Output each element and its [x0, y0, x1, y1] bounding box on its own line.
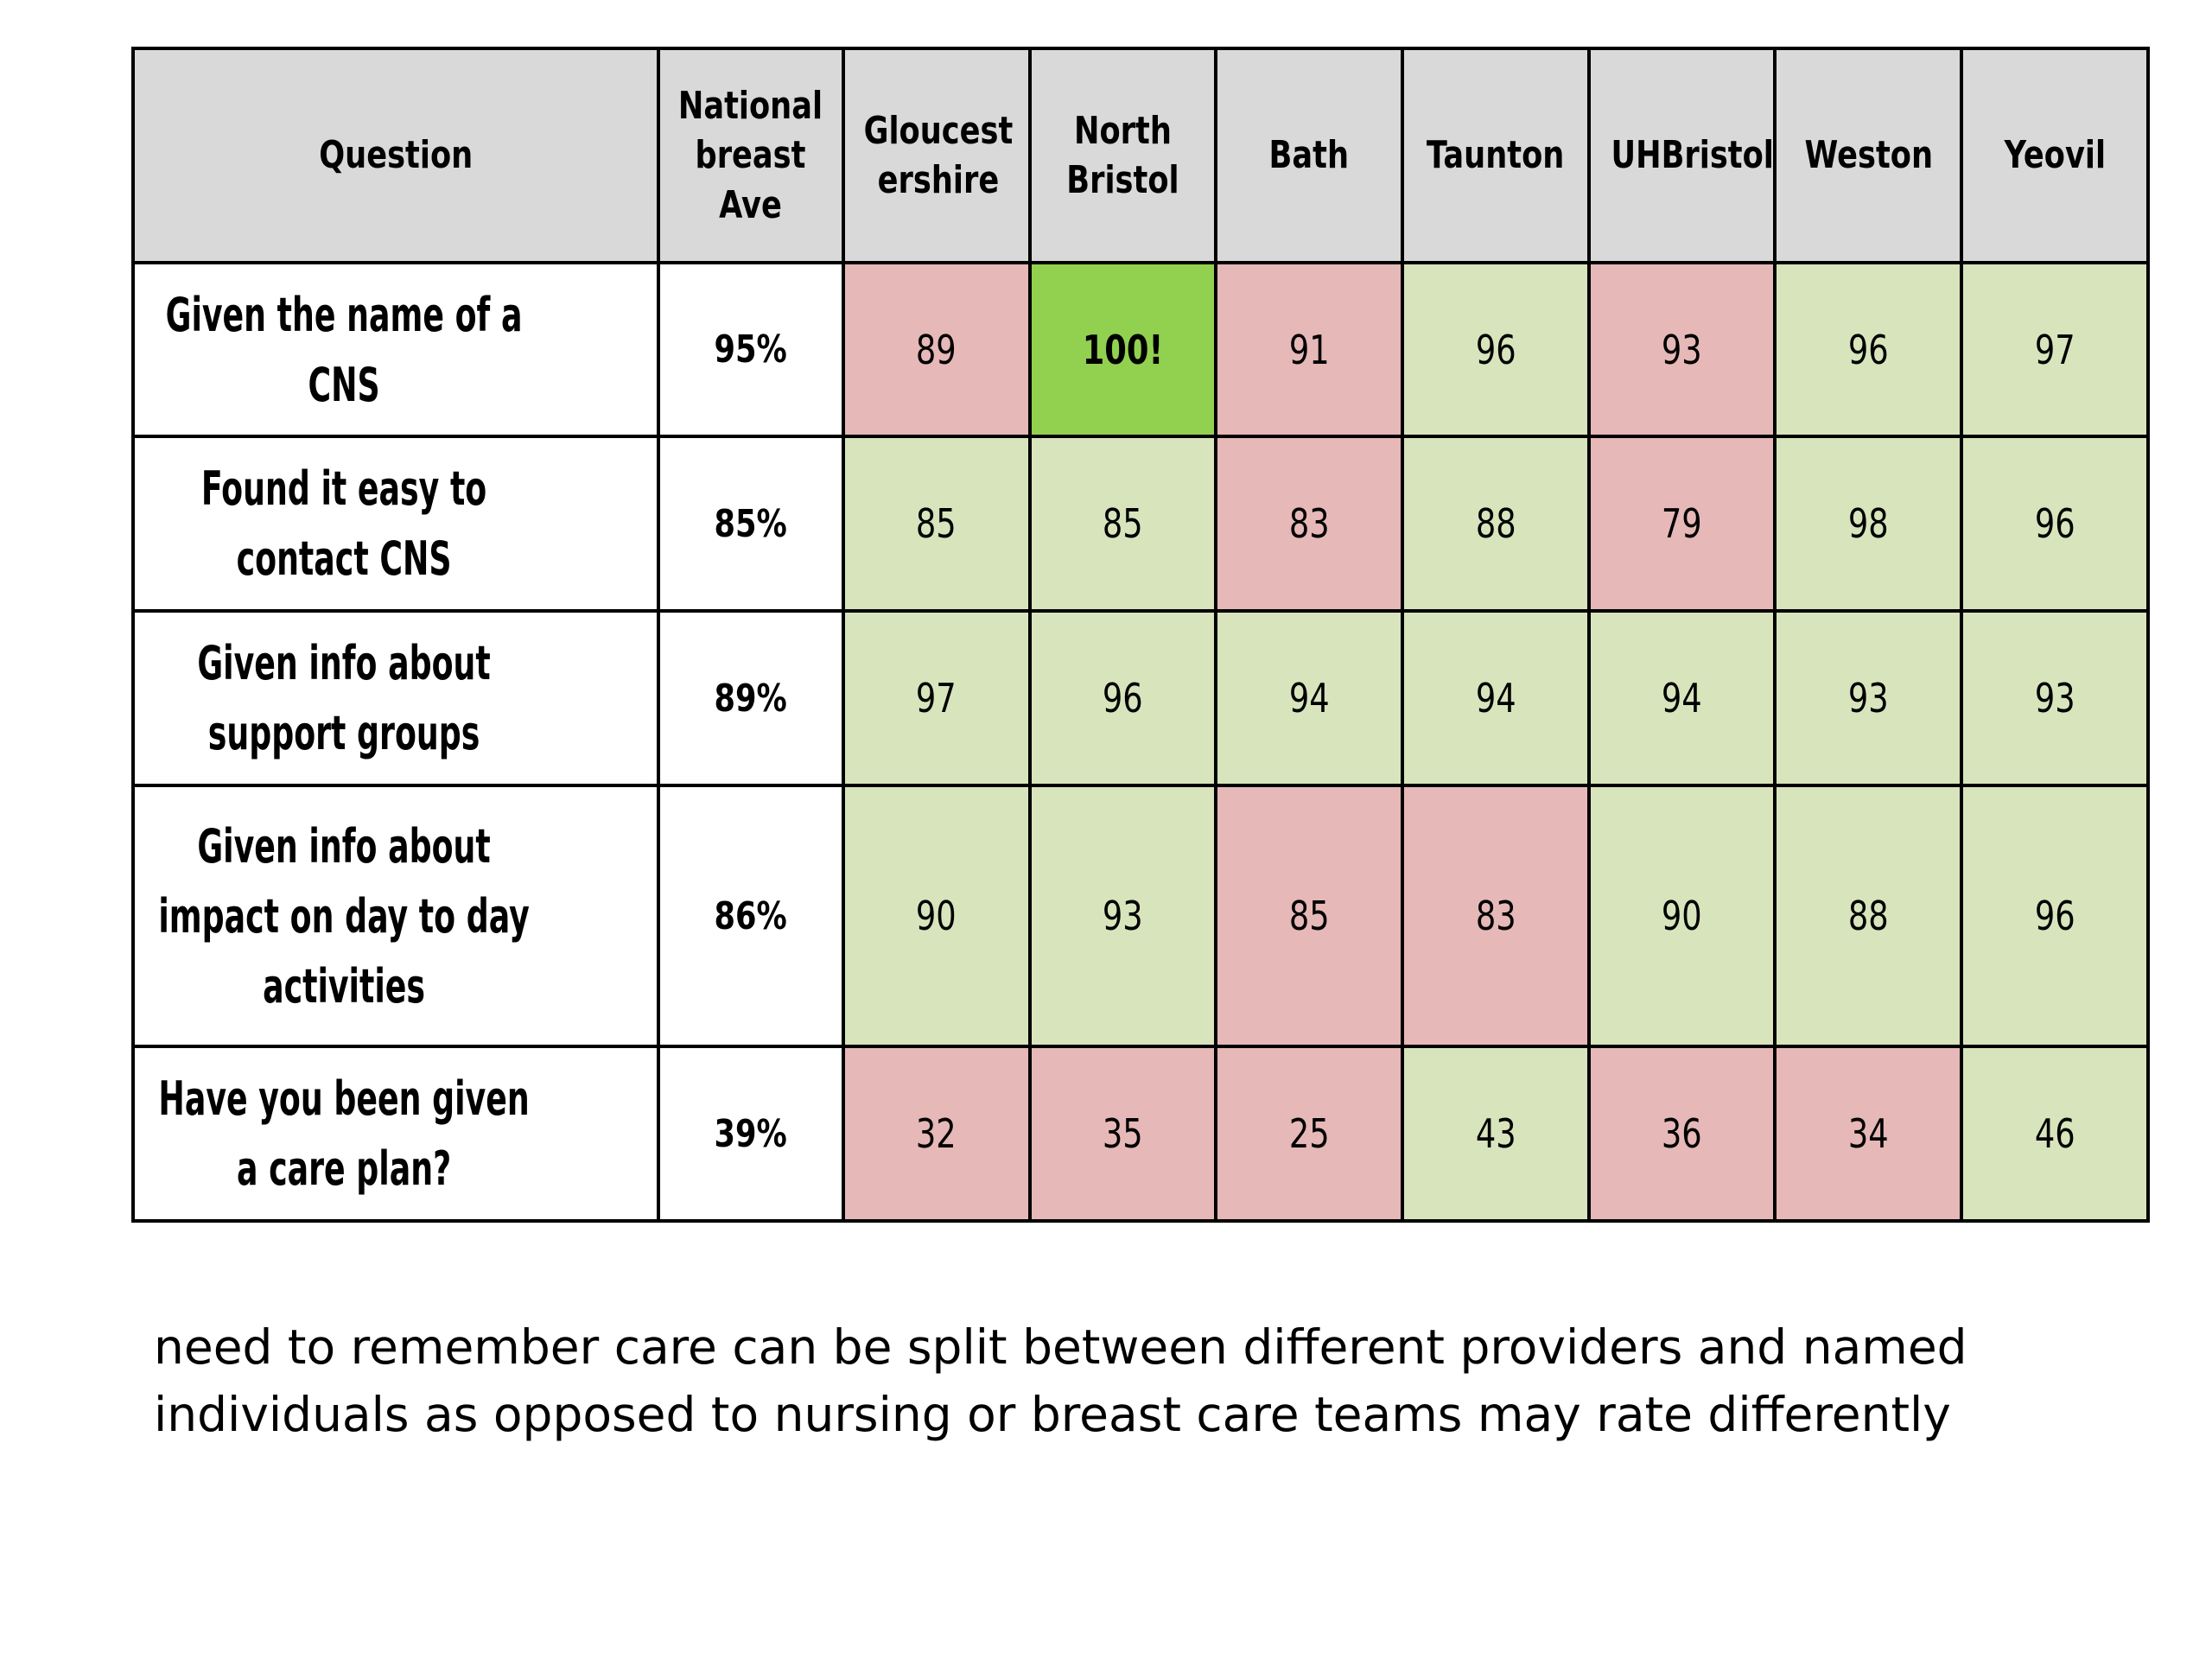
- header-bath: Bath: [1214, 47, 1404, 264]
- question-cell: Given info about impact on day to day ac…: [130, 784, 661, 1048]
- value-cell: 83: [1214, 435, 1404, 613]
- question-cell: Have you been given a care plan?: [130, 1045, 661, 1223]
- header-uhbristol: UHBristol: [1586, 47, 1777, 264]
- value-cell: 97: [1960, 261, 2150, 438]
- header-row: Question National breast Ave Gloucest er…: [130, 47, 2150, 264]
- table-row: Given info about impact on day to day ac…: [130, 784, 2150, 1048]
- footnote-line: individuals as opposed to nursing or bre…: [154, 1387, 1951, 1442]
- value-cell: 91: [1214, 261, 1404, 438]
- header-weston: Weston: [1773, 47, 1964, 264]
- value-cell: 46: [1960, 1045, 2150, 1223]
- footnote-line: need to remember care can be split betwe…: [154, 1319, 1967, 1375]
- value-cell: 96: [1773, 261, 1964, 438]
- header-national-line: breast: [695, 133, 806, 178]
- value-cell: 88: [1773, 784, 1964, 1048]
- header-national-average: National breast Ave: [657, 47, 845, 264]
- value-cell: 79: [1586, 435, 1777, 613]
- header-north-bristol: North Bristol: [1027, 47, 1218, 264]
- value-cell: 43: [1401, 1045, 1591, 1223]
- question-cell: Found it easy to contact CNS: [130, 435, 661, 613]
- value-cell: 90: [841, 784, 1032, 1048]
- table-row: Have you been given a care plan? 39% 32 …: [130, 1045, 2150, 1223]
- value-cell: 98: [1773, 435, 1964, 613]
- value-cell: 83: [1401, 784, 1591, 1048]
- value-cell: 96: [1027, 609, 1218, 787]
- header-gloucestershire: Gloucest ershire: [841, 47, 1032, 264]
- value-cell: 93: [1960, 609, 2150, 787]
- question-cell: Given info about support groups: [130, 609, 661, 787]
- value-cell: 93: [1027, 784, 1218, 1048]
- header-question: Question: [130, 47, 661, 264]
- value-cell: 97: [841, 609, 1032, 787]
- value-cell: 100!: [1027, 261, 1218, 438]
- value-cell: 85: [841, 435, 1032, 613]
- value-cell: 90: [1586, 784, 1777, 1048]
- value-cell: 32: [841, 1045, 1032, 1223]
- value-cell: 96: [1960, 435, 2150, 613]
- header-national-line: Ave: [719, 182, 783, 227]
- value-cell: 94: [1214, 609, 1404, 787]
- value-cell: 85: [1027, 435, 1218, 613]
- header-taunton: Taunton: [1401, 47, 1591, 264]
- national-average-cell: 85%: [657, 435, 845, 613]
- footnote: need to remember care can be split betwe…: [154, 1313, 2141, 1448]
- value-cell: 89: [841, 261, 1032, 438]
- question-cell: Given the name of a CNS: [130, 261, 661, 438]
- national-average-cell: 95%: [657, 261, 845, 438]
- header-yeovil: Yeovil: [1960, 47, 2150, 264]
- table-row: Given info about support groups 89% 97 9…: [130, 609, 2150, 787]
- national-average-cell: 86%: [657, 784, 845, 1048]
- value-cell: 93: [1586, 261, 1777, 438]
- survey-results-table: Question National breast Ave Gloucest er…: [130, 47, 2150, 1223]
- value-cell: 96: [1401, 261, 1591, 438]
- table-row: Given the name of a CNS 95% 89 100! 91 9…: [130, 261, 2150, 438]
- value-cell: 96: [1960, 784, 2150, 1048]
- table-row: Found it easy to contact CNS 85% 85 85 8…: [130, 435, 2150, 613]
- value-cell: 93: [1773, 609, 1964, 787]
- value-cell: 94: [1401, 609, 1591, 787]
- value-cell: 36: [1586, 1045, 1777, 1223]
- national-average-cell: 39%: [657, 1045, 845, 1223]
- header-national-line: National: [678, 84, 823, 129]
- value-cell: 94: [1586, 609, 1777, 787]
- value-cell: 85: [1214, 784, 1404, 1048]
- value-cell: 25: [1214, 1045, 1404, 1223]
- value-cell: 35: [1027, 1045, 1218, 1223]
- national-average-cell: 89%: [657, 609, 845, 787]
- value-cell: 88: [1401, 435, 1591, 613]
- value-cell: 34: [1773, 1045, 1964, 1223]
